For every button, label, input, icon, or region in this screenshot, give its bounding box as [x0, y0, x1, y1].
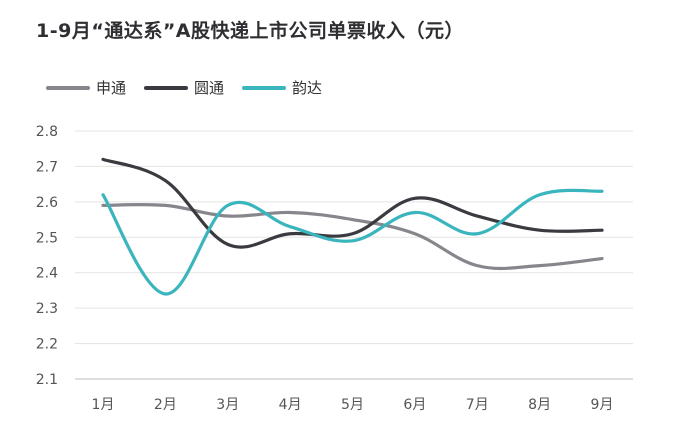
- series-line-shentong: [101, 202, 604, 271]
- y-tick-label-4: 2.4: [36, 266, 58, 282]
- legend-item-shentong: 申通: [46, 77, 126, 98]
- series-line-yuantong: [101, 157, 604, 249]
- y-tick-label-0: 2.8: [36, 124, 58, 140]
- grid-lines: [75, 130, 633, 380]
- y-tick-label-5: 2.3: [36, 301, 58, 317]
- chart-title: 1-9月“通达系”A股快递上市公司单票收入（元）: [36, 20, 465, 42]
- x-tick-label-3: 4月: [279, 397, 302, 413]
- x-tick-label-6: 7月: [466, 397, 489, 413]
- x-tick-label-1: 2月: [154, 397, 177, 413]
- legend-swatch-shentong: [46, 85, 90, 90]
- x-tick-label-8: 9月: [591, 397, 614, 413]
- legend-swatch-yuantong: [144, 85, 189, 90]
- legend-label-yuantong: 圆通: [194, 79, 225, 97]
- legend-item-yunda: 韵达: [242, 77, 322, 98]
- y-tick-label-1: 2.7: [36, 159, 58, 175]
- x-tick-label-4: 5月: [341, 397, 364, 413]
- y-tick-label-6: 2.2: [36, 337, 58, 353]
- y-tick-label-3: 2.5: [36, 230, 58, 246]
- y-tick-label-7: 2.1: [36, 372, 58, 388]
- series-lines: [101, 157, 604, 296]
- legend: 申通 圆通 韵达: [46, 77, 340, 98]
- x-tick-label-5: 6月: [403, 397, 426, 413]
- legend-label-yunda: 韵达: [292, 79, 323, 97]
- legend-item-yuantong: 圆通: [144, 77, 224, 98]
- legend-swatch-yunda: [242, 85, 287, 90]
- x-tick-label-0: 1月: [92, 397, 115, 413]
- x-tick-labels: 1月 2月 3月 4月 5月 6月 7月 8月 9月: [92, 397, 614, 413]
- x-tick-label-2: 3月: [216, 397, 239, 413]
- series-line-yunda: [101, 188, 604, 296]
- x-tick-label-7: 8月: [528, 397, 551, 413]
- legend-label-shentong: 申通: [96, 79, 127, 97]
- y-tick-label-2: 2.6: [36, 195, 58, 211]
- y-tick-labels: 2.8 2.7 2.6 2.5 2.4 2.3 2.2 2.1: [36, 124, 58, 388]
